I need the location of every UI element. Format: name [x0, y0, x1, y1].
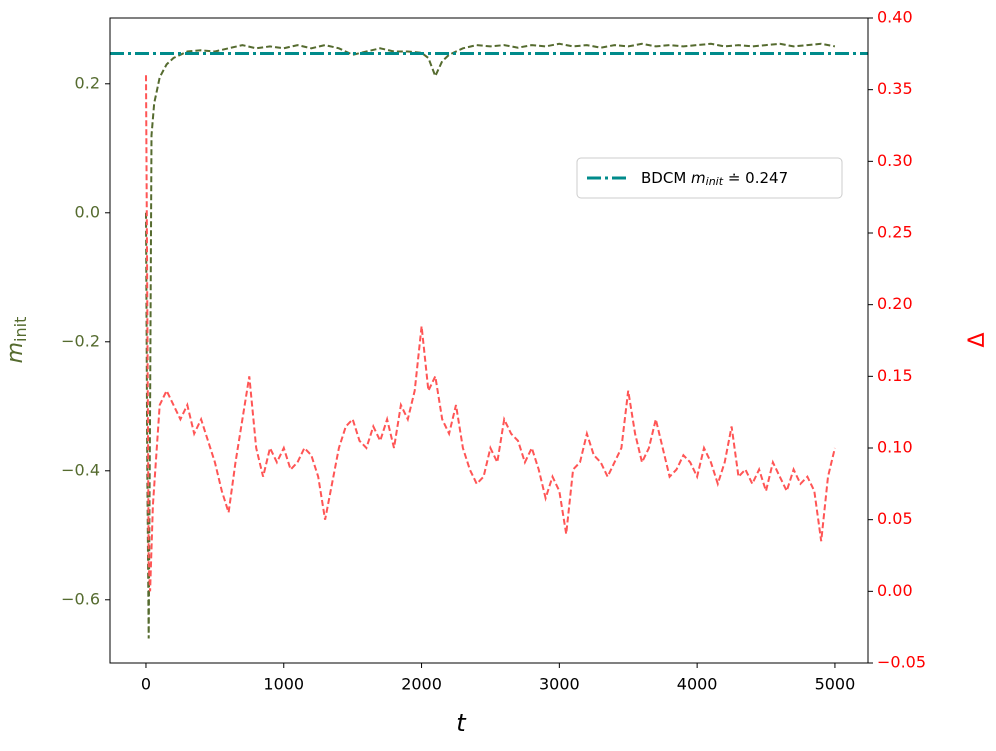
- y-tick-label: −0.2: [61, 331, 100, 350]
- y2-tick-label: 0.05: [877, 509, 913, 528]
- x-tick-label: 0: [141, 675, 151, 694]
- legend-math: m: [691, 169, 706, 187]
- x-axis-label: t: [456, 709, 467, 737]
- x-tick-label: 1000: [263, 675, 304, 694]
- y2-tick-label: 0.20: [877, 294, 913, 313]
- legend-sub: init: [706, 175, 724, 188]
- legend-box: [576, 157, 843, 199]
- legend-label: BDCM minit ≐ 0.247: [641, 169, 788, 189]
- y2-tick-label: 0.10: [877, 438, 913, 457]
- series-line: [145, 75, 836, 592]
- y2-tick-label: 0.25: [877, 223, 913, 242]
- y2-tick-label: 0.35: [877, 79, 913, 98]
- y2-axis-label: Δ: [965, 332, 990, 347]
- y-tick-label: 0.0: [75, 202, 100, 221]
- y-tick-label: −0.6: [61, 589, 100, 608]
- legend-text: BDCM: [641, 169, 691, 187]
- y2-tick-label: 0.30: [877, 151, 913, 170]
- y2-tick-label: 0.15: [877, 366, 913, 385]
- y2-tick-label: −0.05: [877, 653, 926, 672]
- y-tick-label: −0.4: [61, 460, 100, 479]
- x-tick-label: 3000: [539, 675, 580, 694]
- y-axis-label-sub: init: [11, 317, 30, 342]
- y-axis-label-main: m: [3, 342, 28, 363]
- y-axis-label: minit: [3, 317, 30, 364]
- plot-frame: [109, 17, 869, 664]
- y-tick-label: 0.2: [75, 73, 100, 92]
- y2-tick-label: 0.40: [877, 8, 913, 27]
- x-tick-label: 4000: [677, 675, 718, 694]
- x-tick-label: 5000: [815, 675, 856, 694]
- legend-suffix: ≐ 0.247: [723, 169, 788, 187]
- x-tick-label: 2000: [401, 675, 442, 694]
- series-line: [145, 42, 836, 639]
- y2-tick-label: 0.00: [877, 581, 913, 600]
